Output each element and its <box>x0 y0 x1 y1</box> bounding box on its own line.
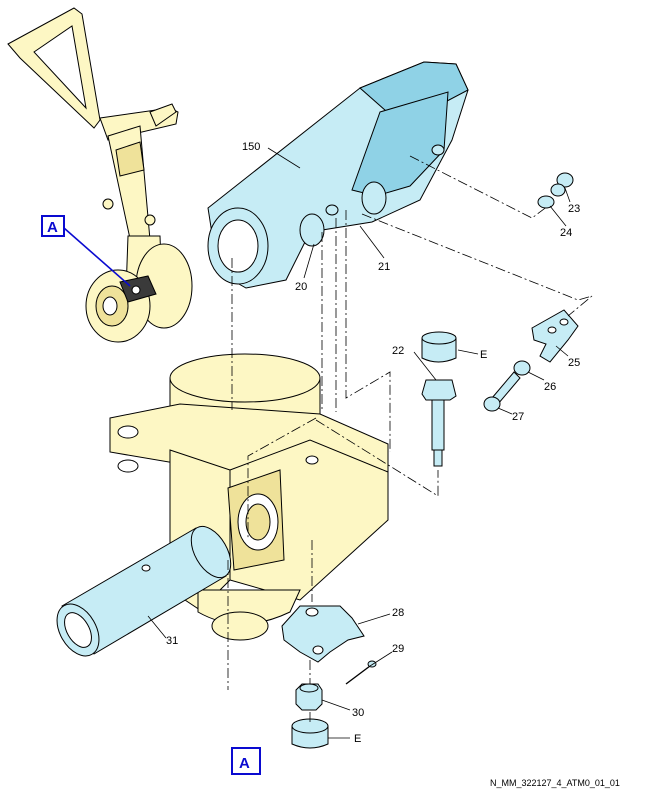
grease-fitting-set <box>537 172 574 209</box>
callout-28: 28 <box>392 607 404 619</box>
callout-150: 150 <box>242 141 260 153</box>
link-arm <box>207 61 469 289</box>
axle-pin <box>56 525 232 657</box>
washer-and-screw <box>483 360 531 412</box>
callout-20: 20 <box>295 281 307 293</box>
callout-27: 27 <box>512 411 524 423</box>
view-label-a: A <box>231 747 261 775</box>
protective-cap-upper <box>421 331 457 363</box>
callout-21: 21 <box>378 261 390 273</box>
callout-23: 23 <box>568 203 580 215</box>
callout-30: 30 <box>352 707 364 719</box>
lower-bracket <box>281 605 365 663</box>
callout-29: 29 <box>392 643 404 655</box>
cotter-pin <box>345 660 377 685</box>
callout-25: 25 <box>568 357 580 369</box>
bracket <box>531 309 579 363</box>
assembly-lines <box>227 155 593 722</box>
leader-lines <box>147 147 571 739</box>
protective-cap-lower <box>291 718 329 749</box>
callout-22: 22 <box>392 345 404 357</box>
callout-e-upper: E <box>480 349 487 361</box>
drawing-code: N_MM_322127_4_ATM0_01_01 <box>490 778 620 788</box>
bolt <box>421 379 457 467</box>
view-reference-label: A <box>47 219 58 236</box>
callout-26: 26 <box>544 381 556 393</box>
view-label-a-text: A <box>239 755 250 772</box>
callout-e-lower: E <box>354 733 361 745</box>
landing-gear-overview <box>7 7 193 343</box>
view-reference-a-pointer[interactable]: A <box>41 215 131 287</box>
callout-24: 24 <box>560 227 572 239</box>
callout-31: 31 <box>166 635 178 647</box>
castle-nut <box>295 683 323 711</box>
